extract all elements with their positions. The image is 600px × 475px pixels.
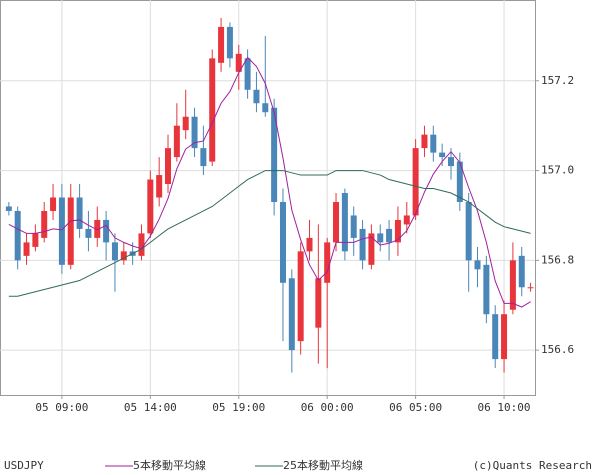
symbol: USDJPY [4, 459, 44, 472]
candle-body [288, 278, 295, 351]
x-tick-label: 05 09:00 [35, 401, 88, 414]
candle-body [111, 242, 118, 261]
candle-body [218, 26, 225, 63]
candle-body [474, 260, 481, 270]
candle-body [76, 197, 83, 229]
y-tick-label: 157.2 [541, 74, 574, 87]
candle-body [333, 201, 340, 243]
candle-body [244, 58, 251, 90]
x-tick-label: 06 00:00 [301, 401, 354, 414]
x-tick-label: 06 10:00 [478, 401, 531, 414]
ma-line [8, 56, 531, 308]
candle-body [492, 314, 499, 360]
x-tick-label: 05 19:00 [212, 401, 265, 414]
candle-body [430, 134, 437, 153]
candle-body [235, 53, 242, 72]
candle-body [41, 210, 48, 238]
candle-body [483, 264, 490, 315]
candle-body [67, 197, 74, 265]
candle-body [518, 255, 525, 288]
candle-body [262, 103, 269, 113]
candle-body [23, 242, 30, 256]
candle-body [271, 107, 278, 202]
x-tick-label: 05 14:00 [124, 401, 177, 414]
candle-body [527, 287, 534, 289]
legend-label: 5本移動平均線 [133, 458, 206, 472]
candle-body [279, 201, 286, 283]
candle-body [182, 116, 189, 131]
candle-body [5, 206, 12, 211]
candle-body [341, 193, 348, 252]
ma-line [8, 170, 531, 297]
candle-body [226, 26, 233, 59]
candle-body [14, 210, 21, 261]
candle-body [439, 152, 446, 158]
plot-frame [0, 0, 536, 396]
candle-body [315, 278, 322, 328]
candle-body [209, 58, 216, 162]
candle-body [200, 148, 207, 167]
candle-body [377, 233, 384, 243]
candle-body [94, 219, 101, 238]
y-tick-label: 157.0 [541, 164, 574, 177]
candle-body [32, 233, 39, 247]
candle-body [120, 251, 127, 261]
candle-body [456, 161, 463, 202]
candle-body [50, 197, 57, 211]
candle-body [173, 125, 180, 158]
candle-body [386, 228, 393, 243]
candle-body [58, 197, 65, 265]
y-tick-label: 156.8 [541, 253, 574, 266]
legend-label: 25本移動平均線 [283, 458, 363, 472]
candle-body [297, 251, 304, 342]
candle-body [138, 233, 145, 256]
candle-body [156, 175, 163, 198]
candle-body [394, 219, 401, 243]
candle-body [191, 116, 198, 149]
x-tick-label: 06 05:00 [389, 401, 442, 414]
candle-body [501, 314, 508, 360]
candle-body [412, 148, 419, 216]
candle-body [447, 157, 454, 167]
candle-body [421, 134, 428, 149]
candle-body [147, 179, 154, 234]
candle-body [324, 242, 331, 283]
credit: (c)Quants Research [473, 459, 592, 472]
candle-body [368, 233, 375, 265]
candle-body [165, 148, 172, 185]
candle-body [465, 201, 472, 261]
candle-body [103, 219, 110, 243]
candle-body [509, 260, 516, 310]
candle-body [306, 237, 313, 252]
candle-body [403, 215, 410, 225]
candle-body [85, 228, 92, 238]
candle-body [350, 215, 357, 238]
candle-body [359, 228, 366, 261]
y-tick-label: 156.6 [541, 343, 574, 356]
candle-body [253, 89, 260, 104]
